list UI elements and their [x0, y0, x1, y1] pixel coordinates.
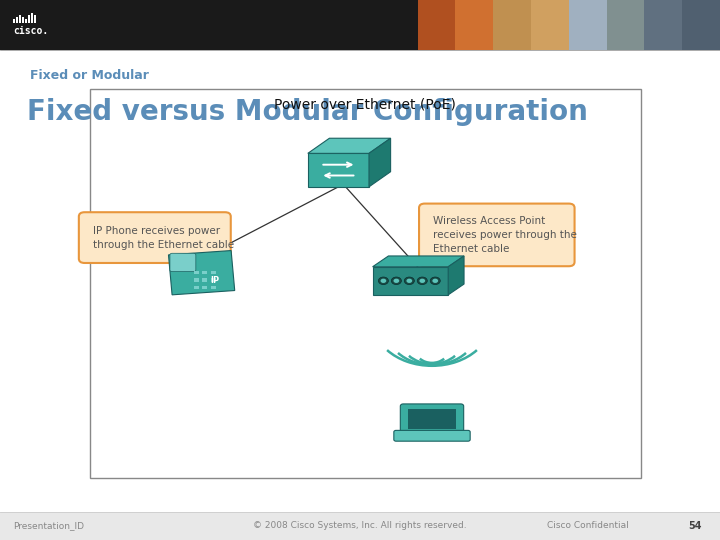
Bar — [211, 271, 216, 274]
Bar — [683, 0, 720, 50]
Bar — [194, 271, 199, 274]
Bar — [211, 278, 216, 282]
Text: Wireless Access Point
receives power through the
Ethernet cable: Wireless Access Point receives power thr… — [433, 216, 577, 254]
Bar — [0, 0, 720, 50]
FancyBboxPatch shape — [170, 253, 196, 272]
Text: 54: 54 — [688, 521, 702, 531]
FancyBboxPatch shape — [373, 267, 448, 295]
Bar — [211, 286, 216, 289]
Bar — [493, 0, 531, 50]
Text: © 2008 Cisco Systems, Inc. All rights reserved.: © 2008 Cisco Systems, Inc. All rights re… — [253, 522, 467, 530]
Polygon shape — [168, 251, 235, 295]
Circle shape — [405, 277, 415, 285]
Circle shape — [418, 277, 428, 285]
Text: IP Phone receives power
through the Ethernet cable: IP Phone receives power through the Ethe… — [94, 226, 235, 249]
FancyBboxPatch shape — [419, 204, 575, 266]
Bar — [0, 512, 720, 540]
Circle shape — [430, 277, 440, 285]
Text: Fixed or Modular: Fixed or Modular — [30, 69, 149, 82]
Polygon shape — [369, 138, 390, 187]
Bar — [22, 17, 24, 23]
Bar — [16, 17, 18, 23]
Circle shape — [394, 279, 399, 283]
Bar — [13, 19, 15, 23]
Bar — [34, 15, 36, 23]
FancyBboxPatch shape — [394, 430, 470, 441]
Bar — [644, 0, 682, 50]
Bar — [194, 278, 199, 282]
Bar — [202, 286, 207, 289]
Bar — [202, 271, 207, 274]
Circle shape — [392, 277, 402, 285]
Bar — [19, 15, 21, 23]
Text: Presentation_ID: Presentation_ID — [13, 522, 84, 530]
Text: Power over Ethernet (PoE): Power over Ethernet (PoE) — [274, 97, 456, 111]
Bar — [25, 19, 27, 23]
Polygon shape — [373, 256, 464, 267]
FancyBboxPatch shape — [308, 153, 369, 187]
Bar — [531, 0, 569, 50]
Circle shape — [378, 277, 389, 285]
Text: IP: IP — [210, 276, 219, 285]
Bar — [418, 0, 455, 50]
Circle shape — [380, 279, 386, 283]
Circle shape — [432, 279, 438, 283]
Bar — [194, 286, 199, 289]
Bar — [31, 13, 33, 23]
Polygon shape — [308, 138, 390, 153]
FancyBboxPatch shape — [400, 404, 464, 434]
Text: cisco.: cisco. — [13, 26, 48, 36]
Bar — [28, 15, 30, 23]
Bar — [569, 0, 606, 50]
Bar — [202, 278, 207, 282]
Bar — [90, 89, 641, 478]
Bar — [455, 0, 493, 50]
Circle shape — [419, 279, 426, 283]
Text: Fixed versus Modular Configuration: Fixed versus Modular Configuration — [27, 98, 588, 126]
Text: Cisco Confidential: Cisco Confidential — [547, 522, 629, 530]
FancyBboxPatch shape — [408, 409, 456, 429]
FancyBboxPatch shape — [78, 212, 230, 263]
Polygon shape — [448, 256, 464, 295]
Circle shape — [406, 279, 412, 283]
Bar — [606, 0, 644, 50]
